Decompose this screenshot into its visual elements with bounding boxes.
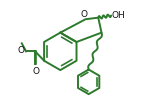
Text: OH: OH xyxy=(112,11,125,20)
Text: O: O xyxy=(80,10,87,19)
Text: O: O xyxy=(18,46,25,55)
Text: O: O xyxy=(32,67,39,76)
